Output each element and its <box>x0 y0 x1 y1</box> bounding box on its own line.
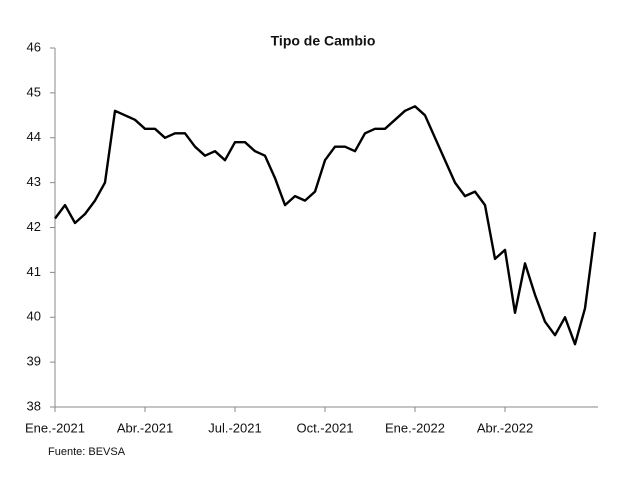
y-tick-label: 46 <box>27 39 41 54</box>
y-tick-label: 40 <box>27 309 41 324</box>
x-tick-label: Abr.-2021 <box>117 420 173 435</box>
y-tick-label: 44 <box>27 129 41 144</box>
y-tick-label: 42 <box>27 219 41 234</box>
y-tick-label: 39 <box>27 354 41 369</box>
y-tick-label: 43 <box>27 174 41 189</box>
chart-title: Tipo de Cambio <box>271 33 376 49</box>
x-tick-label: Ene.-2022 <box>385 420 445 435</box>
x-tick-label: Jul.-2021 <box>208 420 261 435</box>
x-tick-label: Ene.-2021 <box>25 420 85 435</box>
x-tick-label: Abr.-2022 <box>477 420 533 435</box>
line <box>54 105 597 346</box>
y-tick-label: 45 <box>27 84 41 99</box>
y-tick-label: 38 <box>27 398 41 413</box>
source-note: Fuente: BEVSA <box>48 446 126 458</box>
y-tick-label: 41 <box>27 264 41 279</box>
x-tick-label: Oct.-2021 <box>296 420 353 435</box>
